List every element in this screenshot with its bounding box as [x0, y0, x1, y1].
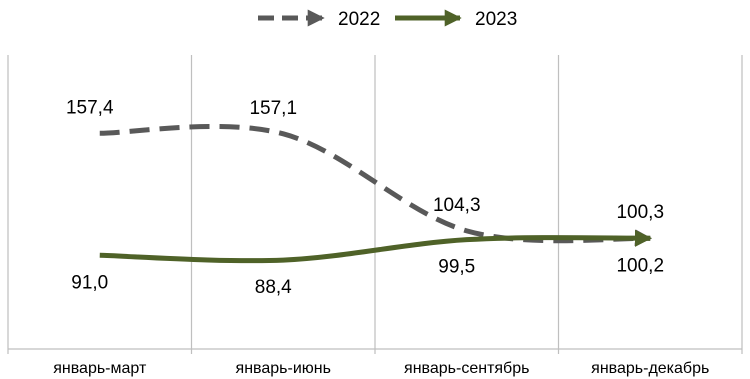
data-labels: 157,4 91,0 157,1 88,4 104,3 99,5 100,2 100,3 [66, 97, 664, 298]
vertical-gridlines [7, 55, 743, 354]
legend-label-2023: 2023 [475, 9, 517, 30]
series-line-2022 [99, 123, 652, 247]
data-label-2023: 100,3 [616, 202, 664, 223]
x-axis: январь-март январь-июнь январь-сентябрь янв… [8, 348, 742, 377]
data-label-2022: 157,1 [249, 98, 297, 119]
x-tick-label: январь-июнь [236, 360, 331, 377]
x-tick-label: январь-сентябрь [404, 360, 529, 377]
data-label-2022: 100,2 [616, 255, 664, 276]
x-tick-label: январь-декабрь [591, 360, 709, 377]
data-label-2022: 104,3 [433, 195, 481, 216]
x-tick-label: январь-март [53, 360, 147, 377]
legend-label-2022: 2022 [338, 9, 380, 30]
data-label-2023: 99,5 [438, 257, 475, 278]
legend: 2022 2023 [258, 9, 517, 30]
data-label-2023: 91,0 [71, 272, 108, 293]
data-label-2023: 88,4 [255, 277, 292, 298]
data-label-2022: 157,4 [66, 97, 114, 118]
series-line-2023 [99, 229, 652, 264]
series-lines [99, 123, 652, 264]
